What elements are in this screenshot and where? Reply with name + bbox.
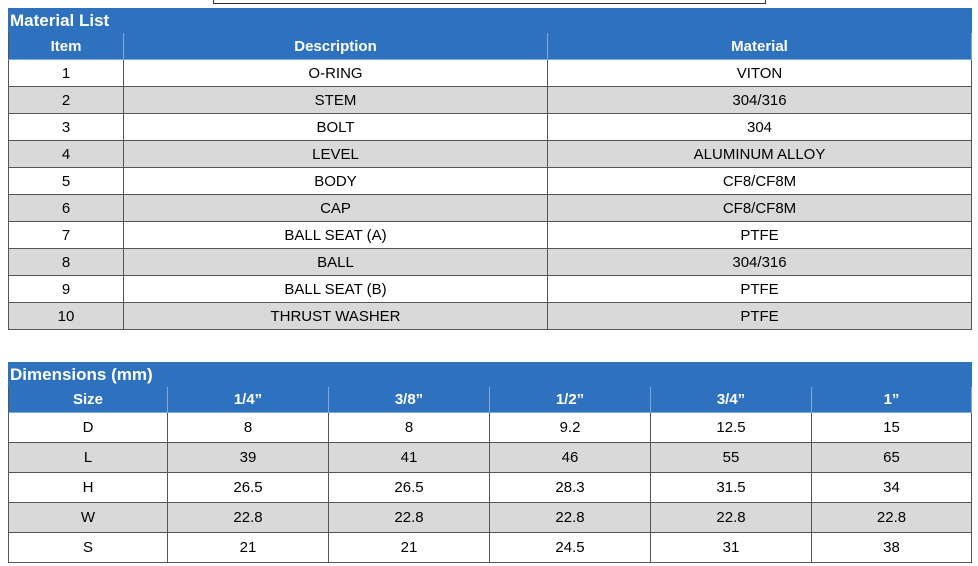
table-cell: BOLT (124, 114, 548, 141)
table-cell: 41 (329, 443, 490, 473)
table-cell: BALL SEAT (B) (124, 276, 548, 303)
table-cell: 8 (329, 413, 490, 443)
table-title: Material List (8, 8, 972, 33)
table-cell: 8 (8, 249, 124, 276)
table-cell: 31 (651, 533, 812, 563)
table-cell: PTFE (548, 303, 972, 330)
column-header: 1/2” (490, 387, 651, 413)
table-cell: S (8, 533, 168, 563)
column-header: Item (8, 33, 124, 60)
table-cell: O-RING (124, 60, 548, 87)
table-cell: 22.8 (651, 503, 812, 533)
table-cell: CF8/CF8M (548, 168, 972, 195)
table-cell: LEVEL (124, 141, 548, 168)
table-cell: CF8/CF8M (548, 195, 972, 222)
table-cell: W (8, 503, 168, 533)
table-cell: 24.5 (490, 533, 651, 563)
table-cell: 22.8 (490, 503, 651, 533)
table-cell: 26.5 (329, 473, 490, 503)
table-cell: 22.8 (168, 503, 329, 533)
table-cell: 65 (812, 443, 972, 473)
table-cell: 22.8 (812, 503, 972, 533)
column-header: Material (548, 33, 972, 60)
table-cell: PTFE (548, 222, 972, 249)
table-cell: PTFE (548, 276, 972, 303)
table-cell: 39 (168, 443, 329, 473)
column-header: Description (124, 33, 548, 60)
table-cell: CAP (124, 195, 548, 222)
table-cell: 46 (490, 443, 651, 473)
table-cell: H (8, 473, 168, 503)
table-cell: 31.5 (651, 473, 812, 503)
table-cell: 5 (8, 168, 124, 195)
table-cell: 6 (8, 195, 124, 222)
table-cell: D (8, 413, 168, 443)
table-cell: 21 (329, 533, 490, 563)
table-cell: 28.3 (490, 473, 651, 503)
table-cell: BODY (124, 168, 548, 195)
table-cell: 304 (548, 114, 972, 141)
column-header: 3/4” (651, 387, 812, 413)
table-cell: 26.5 (168, 473, 329, 503)
table-cell: 22.8 (329, 503, 490, 533)
table-cell: 38 (812, 533, 972, 563)
table-cell: BALL (124, 249, 548, 276)
table-cell: 3 (8, 114, 124, 141)
column-header: 3/8” (329, 387, 490, 413)
table-cell: ALUMINUM ALLOY (548, 141, 972, 168)
table-cell: BALL SEAT (A) (124, 222, 548, 249)
table-cell: 12.5 (651, 413, 812, 443)
table-cell: 55 (651, 443, 812, 473)
table-cell: 1 (8, 60, 124, 87)
table-cell: 15 (812, 413, 972, 443)
table-cell: 9 (8, 276, 124, 303)
table-cell: THRUST WASHER (124, 303, 548, 330)
table-cell: 7 (8, 222, 124, 249)
table-cell: VITON (548, 60, 972, 87)
table-cell: STEM (124, 87, 548, 114)
table-cell: 304/316 (548, 87, 972, 114)
column-header: 1” (812, 387, 972, 413)
column-header: 1/4” (168, 387, 329, 413)
table-cell: 4 (8, 141, 124, 168)
table-cell: 8 (168, 413, 329, 443)
table-cell: 304/316 (548, 249, 972, 276)
frame-edge (213, 0, 766, 4)
table-cell: 10 (8, 303, 124, 330)
table-cell: 21 (168, 533, 329, 563)
table-cell: L (8, 443, 168, 473)
column-header: Size (8, 387, 168, 413)
table-cell: 9.2 (490, 413, 651, 443)
table-cell: 34 (812, 473, 972, 503)
table-title: Dimensions (mm) (8, 362, 972, 387)
table-cell: 2 (8, 87, 124, 114)
